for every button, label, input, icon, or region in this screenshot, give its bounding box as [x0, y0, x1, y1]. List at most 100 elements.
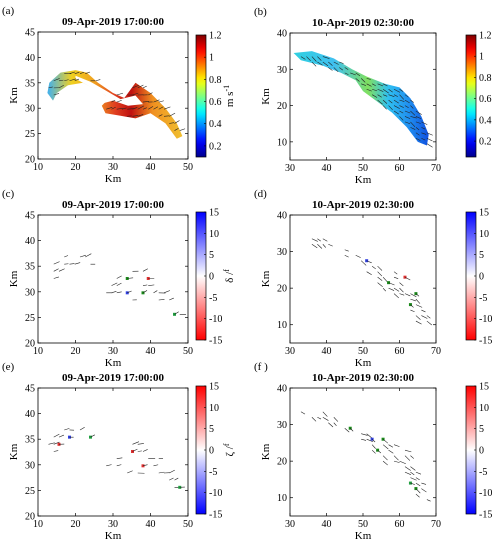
panel-title: 10-Apr-2019 02:30:00: [312, 17, 414, 29]
y-axis-label: Km: [260, 270, 272, 287]
y-tick-label: 40: [25, 409, 35, 420]
vector: [421, 132, 427, 135]
vector: [382, 88, 389, 94]
x-tick-label: 60: [395, 519, 405, 530]
vector: [158, 299, 165, 301]
y-tick-label: 10: [277, 320, 287, 331]
vector: [388, 282, 395, 286]
colorbar-tick-label: 0.2: [209, 141, 222, 152]
x-tick-label: 60: [395, 163, 405, 174]
vector: [393, 94, 398, 97]
vector: [333, 67, 339, 73]
vector: [410, 309, 415, 313]
y-tick-label: 25: [25, 313, 35, 324]
plot-area: [38, 388, 188, 516]
vector: [58, 79, 64, 82]
plot-area: [290, 388, 436, 516]
vector: [355, 72, 361, 77]
colorbar-tick-label: 1.2: [209, 31, 222, 42]
vector: [333, 417, 339, 422]
vector: [344, 249, 349, 252]
vector: [410, 293, 417, 298]
x-tick-label: 10: [33, 162, 43, 173]
vector: [355, 78, 360, 82]
colorbar-tick-label: 0.8: [209, 75, 222, 86]
vector: [371, 94, 378, 98]
vector: [415, 477, 420, 481]
x-tick-label: 40: [146, 519, 156, 530]
x-tick-label: 10: [33, 346, 43, 357]
colorbar-tick-label: -10: [479, 314, 492, 325]
vector: [410, 105, 414, 109]
vector: [163, 115, 170, 117]
colorbar-scale: [195, 34, 207, 158]
vector: [174, 311, 179, 315]
vector: [174, 120, 180, 124]
vector: [169, 122, 175, 124]
vector: [388, 105, 393, 110]
y-tick-label: 20: [277, 101, 287, 112]
vector: [328, 243, 333, 247]
vector: [339, 61, 344, 64]
vector: [132, 92, 139, 96]
colorbar-tick-label: 0: [479, 272, 484, 283]
vector: [404, 466, 411, 471]
x-tick-label: 50: [183, 346, 193, 357]
vector: [142, 85, 147, 89]
vector: [410, 482, 416, 485]
panel-label: (d): [254, 188, 267, 200]
vector: [410, 304, 414, 308]
vector: [399, 105, 404, 108]
vector: [393, 110, 399, 115]
y-tick-label: 20: [25, 155, 35, 166]
vector: [69, 71, 75, 74]
vector: [404, 471, 411, 475]
colorbar-tick-label: 10: [209, 403, 219, 414]
vector: [404, 276, 411, 281]
vector: [371, 83, 376, 86]
vector: [300, 411, 306, 415]
vector: [158, 114, 163, 117]
colorbar-b: 1.210.80.60.40.2m s-1: [465, 31, 493, 158]
vector: [399, 110, 404, 114]
vector: [393, 444, 400, 447]
y-tick-label: 30: [277, 420, 287, 431]
panel-title: 10-Apr-2019 02:30:00: [312, 372, 414, 384]
vector: [399, 460, 406, 465]
vector: [421, 309, 426, 313]
vector: [415, 315, 421, 320]
colorbar-tick-label: -10: [479, 488, 492, 499]
x-tick-label: 50: [358, 163, 368, 174]
vector: [382, 287, 386, 292]
colorbar-tick-label: 15: [209, 382, 219, 393]
vector: [415, 132, 420, 136]
vector: [421, 482, 427, 485]
vector: [410, 466, 416, 471]
panel-label: (f ): [254, 361, 268, 373]
vector: [116, 282, 122, 286]
panel-label: (b): [254, 6, 267, 18]
vector: [410, 477, 417, 481]
vector: [48, 442, 55, 445]
vector: [366, 88, 372, 92]
y-tick-label: 30: [277, 247, 287, 258]
vector: [106, 464, 112, 467]
panel-title: 09-Apr-2019 17:00:00: [62, 372, 164, 384]
x-tick-label: 70: [431, 519, 441, 530]
colorbar-tick-label: 10: [209, 229, 219, 240]
vector: [393, 460, 400, 463]
y-tick-label: 30: [25, 104, 35, 115]
vector: [74, 262, 81, 265]
vector: [377, 276, 383, 281]
vector: [344, 254, 349, 258]
y-axis-label: Km: [260, 88, 272, 105]
y-tick-label: 45: [25, 384, 35, 395]
vector: [127, 277, 134, 279]
x-tick-label: 50: [358, 346, 368, 357]
vector: [311, 244, 318, 249]
vector: [388, 94, 395, 97]
colorbar-tick-label: -5: [209, 467, 217, 478]
colorbar-tick-label: 0.4: [209, 119, 222, 130]
vector: [90, 434, 96, 438]
